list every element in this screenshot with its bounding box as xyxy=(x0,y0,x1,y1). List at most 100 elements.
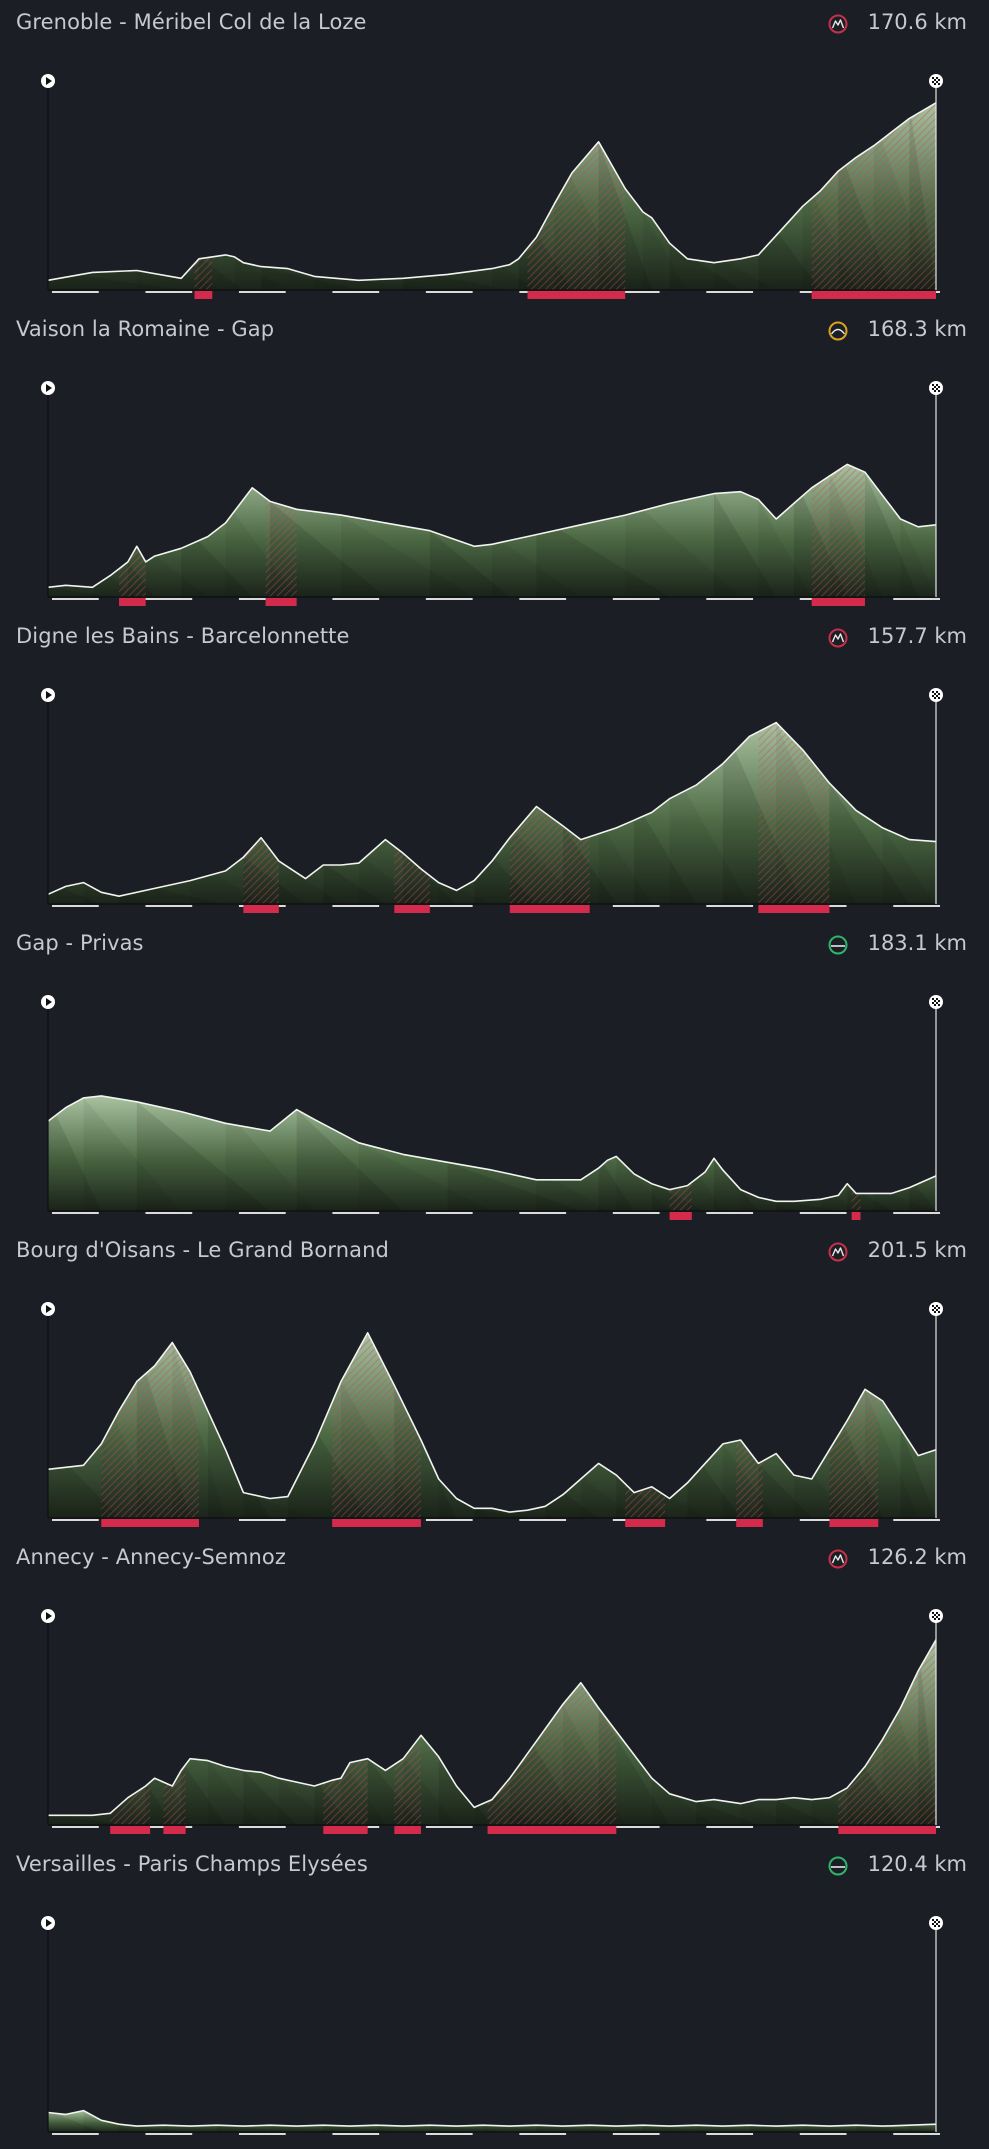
start-flag-icon xyxy=(41,1302,55,1316)
stage-4[interactable]: Gap - Privas 183.1 km xyxy=(0,921,989,1228)
finish-flag-icon xyxy=(929,688,943,702)
elevation-profile-chart xyxy=(41,1549,943,1834)
climb-hatch xyxy=(829,1332,879,1518)
climb-hatch xyxy=(851,1095,861,1211)
stage-5[interactable]: Bourg d'Oisans - Le Grand Bornand 201.5 k… xyxy=(0,1228,989,1535)
climb-marker[interactable] xyxy=(394,1826,421,1834)
climb-hatch xyxy=(625,1332,666,1518)
climb-marker[interactable] xyxy=(163,1826,186,1834)
start-flag-icon xyxy=(41,688,55,702)
climb-marker[interactable] xyxy=(394,905,430,913)
profile-facets xyxy=(48,1097,936,1211)
climb-marker[interactable] xyxy=(265,598,297,606)
climb-hatch xyxy=(669,1095,692,1211)
climb-hatch xyxy=(194,102,213,290)
finish-flag-icon xyxy=(929,1302,943,1316)
climb-marker[interactable] xyxy=(811,291,936,299)
stage-7[interactable]: Versailles - Paris Champs Elysées 120.4 k… xyxy=(0,1842,989,2149)
climb-marker[interactable] xyxy=(625,1519,666,1527)
climb-marker[interactable] xyxy=(851,1212,861,1220)
climb-marker[interactable] xyxy=(829,1519,879,1527)
stage-title: Gap - Privas xyxy=(16,931,144,955)
climb-hatch xyxy=(838,1639,936,1825)
climb-marker[interactable] xyxy=(527,291,626,299)
climb-hatch xyxy=(487,1639,617,1825)
finish-flag-icon xyxy=(929,1916,943,1930)
climb-hatch xyxy=(509,722,590,904)
climb-hatch xyxy=(119,464,146,597)
profile-line xyxy=(47,1095,937,1203)
elevation-profile-chart xyxy=(41,321,943,606)
start-flag-icon xyxy=(41,995,55,1009)
stage-3[interactable]: Digne les Bains - Barcelonnette 157.7 km xyxy=(0,614,989,921)
climb-hatch xyxy=(323,1639,368,1825)
flat-icon xyxy=(828,935,848,955)
start-flag-icon xyxy=(41,1916,55,1930)
climb-marker[interactable] xyxy=(838,1826,936,1834)
finish-flag-icon xyxy=(929,381,943,395)
profile-line xyxy=(47,463,937,589)
climb-hatch xyxy=(332,1332,421,1518)
climb-marker[interactable] xyxy=(119,598,146,606)
stage-distance: 183.1 km xyxy=(867,931,967,955)
climb-marker[interactable] xyxy=(243,905,279,913)
stage-distance: 170.6 km xyxy=(867,10,967,34)
profile-line xyxy=(47,1332,937,1513)
elevation-profile-chart xyxy=(41,935,943,1220)
elevation-profile-chart xyxy=(41,1856,943,2135)
profile-facets xyxy=(48,472,936,597)
climb-hatch xyxy=(110,1639,151,1825)
start-flag-icon xyxy=(41,1609,55,1623)
profile-facets xyxy=(48,102,936,290)
mountain-icon xyxy=(828,1242,848,1262)
climb-hatch xyxy=(101,1332,199,1518)
climb-hatch xyxy=(163,1639,186,1825)
start-flag-icon xyxy=(41,381,55,395)
profile-line xyxy=(47,2109,937,2127)
profile-line xyxy=(47,102,937,282)
stage-distance: 157.7 km xyxy=(867,624,967,648)
climb-marker[interactable] xyxy=(736,1519,763,1527)
climb-hatch xyxy=(736,1332,763,1518)
stage-title: Bourg d'Oisans - Le Grand Bornand xyxy=(16,1238,389,1262)
mountain-finish-icon xyxy=(828,14,848,34)
stage-1[interactable]: Grenoble - Méribel Col de la Loze 170.6 k… xyxy=(0,0,989,307)
stage-6[interactable]: Annecy - Annecy-Semnoz 126.2 km xyxy=(0,1535,989,1842)
climb-hatch xyxy=(811,464,865,597)
climb-marker[interactable] xyxy=(669,1212,692,1220)
climb-marker[interactable] xyxy=(194,291,213,299)
elevation-profile-chart xyxy=(41,628,943,913)
stage-title: Annecy - Annecy-Semnoz xyxy=(16,1545,286,1569)
mountain-finish-icon xyxy=(828,1549,848,1569)
profile-area xyxy=(48,2110,936,2132)
climb-marker[interactable] xyxy=(487,1826,617,1834)
profile-area xyxy=(48,1332,936,1518)
elevation-profile-chart xyxy=(41,14,943,299)
stage-distance: 120.4 km xyxy=(867,1852,967,1876)
hilly-icon xyxy=(828,321,848,341)
climb-marker[interactable] xyxy=(323,1826,368,1834)
stage-title: Versailles - Paris Champs Elysées xyxy=(16,1852,368,1876)
climb-marker[interactable] xyxy=(509,905,590,913)
profile-area xyxy=(48,1639,936,1825)
climb-marker[interactable] xyxy=(110,1826,151,1834)
climb-marker[interactable] xyxy=(758,905,830,913)
climb-marker[interactable] xyxy=(332,1519,421,1527)
climb-hatch xyxy=(265,464,297,597)
start-flag-icon xyxy=(41,74,55,88)
climb-marker[interactable] xyxy=(101,1519,199,1527)
profile-line xyxy=(47,721,937,897)
stage-title: Vaison la Romaine - Gap xyxy=(16,317,275,341)
flat-icon xyxy=(828,1856,848,1876)
mountain-icon xyxy=(828,628,848,648)
finish-flag-icon xyxy=(929,74,943,88)
climb-hatch xyxy=(758,722,830,904)
finish-flag-icon xyxy=(929,995,943,1009)
stage-title: Digne les Bains - Barcelonnette xyxy=(16,624,350,648)
stage-2[interactable]: Vaison la Romaine - Gap 168.3 km xyxy=(0,307,989,614)
profile-line xyxy=(48,1639,937,1817)
climb-marker[interactable] xyxy=(811,598,865,606)
climb-hatch xyxy=(527,102,626,290)
climb-hatch xyxy=(394,1639,421,1825)
